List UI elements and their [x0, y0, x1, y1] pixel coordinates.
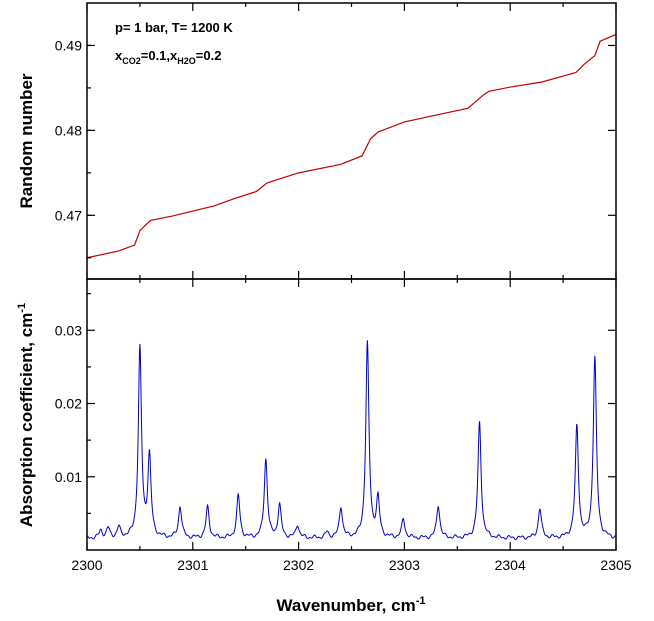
x-axis-title: Wavenumber, cm-1: [277, 595, 426, 615]
bottom-y-tick-label: 0.03: [55, 322, 82, 338]
x-tick-label: 2301: [177, 557, 208, 573]
bottom-y-axis-title-text: Absorption coefficient, cm: [17, 313, 36, 527]
annotation-text: =0.2: [196, 48, 222, 63]
bottom-y-tick-label: 0.02: [55, 396, 82, 412]
bottom-y-axis-title-superscript: -1: [16, 303, 28, 313]
condition-annotation: p= 1 bar, T= 1200 K: [115, 20, 233, 35]
bottom-plot-frame: [86, 278, 617, 551]
top-y-tick-label: 0.48: [55, 122, 82, 138]
x-tick-label: 2302: [283, 557, 314, 573]
random-number-line: [86, 33, 617, 259]
x-axis-title-text: Wavenumber, cm: [277, 596, 416, 615]
top-y-axis-title: Random number: [17, 73, 36, 208]
absorption-coefficient-line: [86, 340, 617, 541]
x-tick-label: 2300: [71, 557, 102, 573]
x-tick-label: 2303: [389, 557, 420, 573]
composition-annotation: xCO2=0.1,xH2O=0.2: [115, 48, 221, 66]
annotation-text: x: [115, 48, 123, 63]
bottom-ticks: 0.01 0.02 0.03 2300 2301 2302 2303 2304 2305: [55, 279, 632, 573]
x-tick-label: 2304: [495, 557, 526, 573]
annotation-text: =0.1,x: [141, 48, 178, 63]
x-axis-title-superscript: -1: [416, 595, 426, 607]
top-plot-frame: [86, 2, 617, 280]
random-number-panel: 0.47 0.48 0.49 Random number p= 1 bar, T= …: [17, 2, 617, 280]
absorption-panel: 0.01 0.02 0.03 2300 2301 2302 2303 2304 2305 Abs…: [16, 278, 632, 615]
top-ticks: 0.47 0.48 0.49: [55, 3, 617, 279]
x-tick-label: 2305: [600, 557, 631, 573]
bottom-y-tick-label: 0.01: [55, 469, 82, 485]
top-y-tick-label: 0.49: [55, 37, 82, 53]
bottom-y-axis-title: Absorption coefficient, cm-1: [16, 303, 36, 527]
annotation-subscript: CO2: [122, 56, 141, 66]
annotation-subscript: H2O: [177, 56, 196, 66]
top-y-tick-label: 0.47: [55, 207, 82, 223]
